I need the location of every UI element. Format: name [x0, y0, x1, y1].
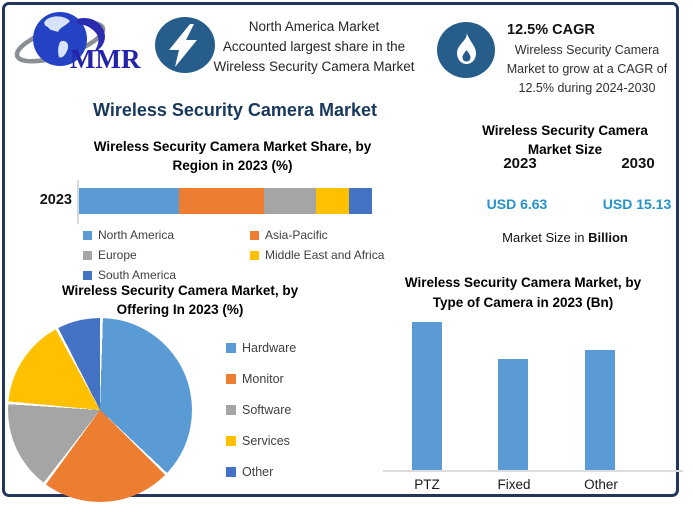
globe-icon: MMR [14, 12, 141, 74]
callout-line: Wireless Security Camera Market [213, 59, 415, 74]
offering-chart-title-line2: Offering In 2023 (%) [116, 302, 244, 317]
callout-line: Wireless Security Camera [514, 43, 660, 57]
segment-europe [263, 188, 317, 214]
region-axis-line [77, 180, 79, 224]
logo-continent-north [44, 16, 70, 32]
segment-middle-east-and-africa [316, 188, 349, 214]
segment-south-america [348, 188, 372, 214]
market-size-year-2023: 2023 [503, 155, 537, 172]
legend-swatch-middle-east-africa [250, 251, 259, 260]
cagr-heading: 12.5% CAGR [507, 22, 595, 38]
legend-swatch-other [226, 467, 236, 477]
bar-label-other: Other [584, 477, 618, 492]
region-legend: North America Asia-Pacific Europe Middle… [83, 225, 388, 285]
legend-label: Software [242, 403, 292, 417]
lightning-badge [153, 16, 217, 76]
legend-swatch-asia-pacific [250, 231, 259, 240]
legend-label: Hardware [242, 341, 297, 355]
market-size-value-2030: USD 15.13 [602, 196, 672, 212]
legend-swatch-services [226, 436, 236, 446]
logo-text: MMR [70, 44, 141, 74]
bar-fixed [498, 359, 528, 470]
page-title: Wireless Security Camera Market [93, 100, 377, 120]
market-size-title-line2: Market Size [527, 142, 603, 157]
legend-item: Hardware [226, 338, 356, 358]
legend-label: Other [242, 465, 274, 479]
legend-swatch-software [226, 405, 236, 415]
legend-swatch-europe [83, 251, 92, 260]
legend-item: Other [226, 462, 356, 482]
bar-other [585, 350, 615, 470]
legend-item: North America [83, 225, 250, 245]
logo-continent-south [58, 40, 69, 58]
offering-legend: Hardware Monitor Software Services Other [226, 338, 356, 493]
legend-label: Asia-Pacific [265, 228, 328, 242]
legend-item: Europe [83, 245, 250, 265]
camera-type-chart-title: Wireless Security Camera Market, by Type… [368, 273, 678, 313]
cagr-callout: Wireless Security Camera Market to grow … [496, 41, 678, 98]
legend-swatch-south-america [83, 271, 92, 280]
lightning-icon [155, 17, 215, 73]
legend-label: Europe [98, 248, 137, 262]
callout-line: Accounted largest share in the [222, 39, 406, 54]
market-share-callout: North America Market Accounted largest s… [196, 17, 432, 77]
region-category-label: 2023 [39, 192, 72, 208]
flame-badge [436, 21, 496, 79]
legend-swatch-hardware [226, 343, 236, 353]
footnote-regular: Market Size in [502, 230, 589, 245]
region-chart-title-line1: Wireless Security Camera Market Share, b… [93, 139, 372, 154]
offering-chart-title: Wireless Security Camera Market, by Offe… [25, 281, 335, 319]
market-size-title: Wireless Security Camera Market Size [452, 121, 678, 159]
market-size-title-line1: Wireless Security Camera [482, 123, 648, 138]
bar-label-ptz: PTZ [414, 477, 440, 492]
market-size-value-2023: USD 6.63 [486, 196, 548, 212]
bar-label-fixed: Fixed [497, 477, 531, 492]
camera-type-title-line2: Type of Camera in 2023 (Bn) [432, 295, 614, 310]
region-chart-title: Wireless Security Camera Market Share, b… [30, 137, 435, 175]
offering-pie-chart [8, 318, 192, 502]
bar-ptz [412, 322, 442, 470]
legend-label: South America [98, 268, 177, 282]
camera-type-title-line1: Wireless Security Camera Market, by [404, 275, 642, 290]
legend-label: Monitor [242, 372, 284, 386]
logo-comma [77, 17, 105, 52]
segment-asia-pacific [178, 188, 264, 214]
legend-item: Middle East and Africa [250, 245, 388, 265]
legend-swatch-monitor [226, 374, 236, 384]
segment-north-america [79, 188, 179, 214]
legend-label: Services [242, 434, 290, 448]
legend-item: Services [226, 431, 356, 451]
legend-label: North America [98, 228, 175, 242]
x-axis-line [383, 470, 683, 472]
callout-line: Market to grow at a CAGR of [506, 62, 668, 76]
flame-icon [437, 22, 495, 78]
market-size-footnote: Market Size in Billion [452, 230, 678, 245]
callout-line: North America Market [248, 19, 380, 34]
callout-line: 12.5% during 2024-2030 [518, 81, 656, 95]
region-stacked-bar [79, 188, 372, 214]
legend-item: Monitor [226, 369, 356, 389]
legend-item: Asia-Pacific [250, 225, 388, 245]
footnote-bold: Billion [588, 230, 628, 245]
camera-type-bar-plot: PTZ Fixed Other [372, 315, 687, 507]
legend-label: Middle East and Africa [265, 248, 385, 262]
legend-item: South America [83, 265, 250, 285]
legend-swatch-north-america [83, 231, 92, 240]
region-chart-title-line2: Region in 2023 (%) [172, 158, 293, 173]
offering-chart-title-line1: Wireless Security Camera Market, by [61, 283, 299, 298]
market-size-year-2030: 2030 [621, 155, 655, 172]
mmr-logo: MMR [14, 6, 146, 80]
legend-item: Software [226, 400, 356, 420]
